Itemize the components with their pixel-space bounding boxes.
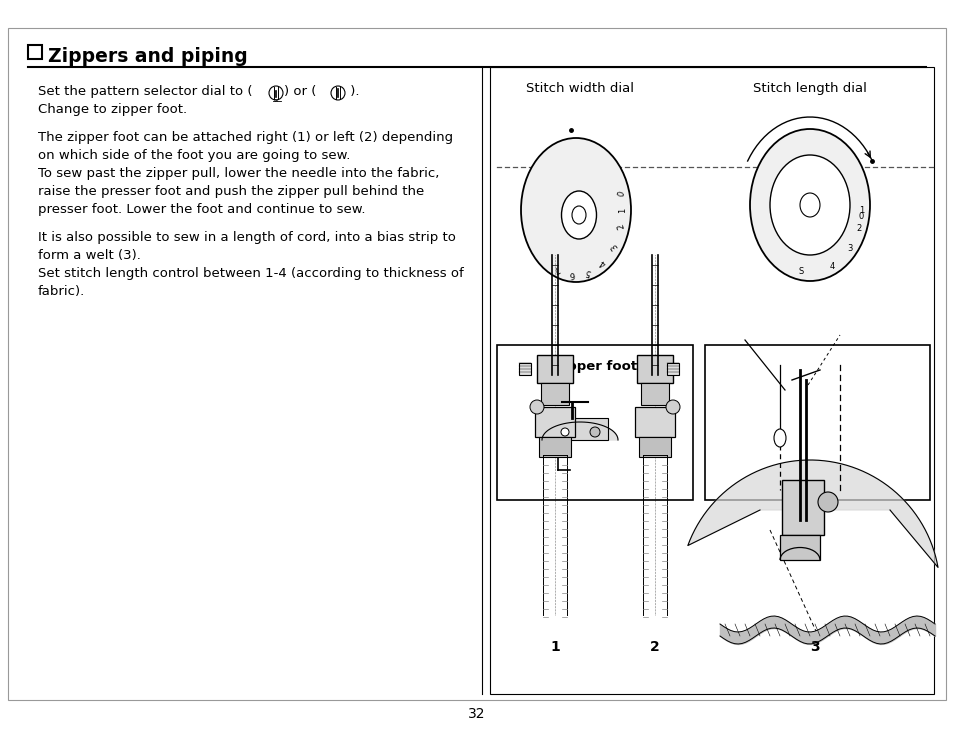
Text: Zippers and piping: Zippers and piping [48,47,248,66]
Bar [538,437,571,457]
Bar [497,345,692,500]
Ellipse shape [561,191,596,239]
Bar [637,355,672,383]
Text: Zipper foot: Zipper foot [553,360,637,373]
Text: ).: ). [346,85,359,98]
Text: Stitch width dial: Stitch width dial [525,82,634,95]
Ellipse shape [769,155,849,255]
Bar [28,45,42,59]
Text: 1: 1 [550,640,559,654]
Text: 4: 4 [598,257,607,268]
Bar [540,383,568,405]
Text: ) or (: ) or ( [284,85,316,98]
Text: The zipper foot can be attached right (1) or left (2) depending: The zipper foot can be attached right (1… [38,131,453,144]
Bar [490,67,933,694]
Bar [640,383,668,405]
Text: 0: 0 [616,190,626,197]
Bar [704,345,929,500]
Text: 6: 6 [568,269,575,278]
Text: Set stitch length control between 1-4 (according to thickness of: Set stitch length control between 1-4 (a… [38,267,463,280]
Ellipse shape [800,193,820,217]
Ellipse shape [773,429,785,447]
Text: Change to zipper foot.: Change to zipper foot. [38,103,187,116]
Ellipse shape [572,206,585,224]
Bar [552,418,607,440]
Bar [666,363,679,375]
Bar [537,355,573,383]
Text: 3: 3 [846,245,852,253]
Text: form a welt (3).: form a welt (3). [38,249,141,262]
Circle shape [560,428,568,436]
Text: 1: 1 [618,207,627,212]
Text: ∞: ∞ [273,97,277,102]
Text: Stitch length dial: Stitch length dial [752,82,866,95]
Text: It is also possible to sew in a length of cord, into a bias strip to: It is also possible to sew in a length o… [38,231,456,244]
Text: presser foot. Lower the foot and continue to sew.: presser foot. Lower the foot and continu… [38,203,365,216]
Text: 2: 2 [856,224,861,233]
Polygon shape [687,460,937,567]
Bar [535,407,575,437]
Text: 2: 2 [616,223,626,230]
Text: 7: 7 [551,263,559,273]
Ellipse shape [749,129,869,281]
Text: on which side of the foot you are going to sew.: on which side of the foot you are going … [38,149,350,162]
Bar [780,535,820,560]
Circle shape [589,427,599,437]
Bar [635,407,675,437]
Bar [639,437,670,457]
Text: To sew past the zipper pull, lower the needle into the fabric,: To sew past the zipper pull, lower the n… [38,167,439,180]
Ellipse shape [520,138,630,282]
Text: S: S [798,267,802,277]
Text: 32: 32 [468,707,485,721]
Text: 5: 5 [584,266,591,277]
Polygon shape [541,422,618,440]
Text: 2: 2 [649,640,659,654]
Text: 3: 3 [609,242,619,252]
Text: raise the presser foot and push the zipper pull behind the: raise the presser foot and push the zipp… [38,185,424,198]
Circle shape [530,400,543,414]
Bar [518,363,531,375]
Circle shape [817,492,837,512]
Text: 1: 1 [859,207,863,215]
Text: fabric).: fabric). [38,285,85,298]
Text: Set the pattern selector dial to (: Set the pattern selector dial to ( [38,85,253,98]
Circle shape [665,400,679,414]
Text: 4: 4 [828,262,834,271]
Bar [781,480,823,535]
Text: 3: 3 [809,640,819,654]
Text: 0: 0 [858,212,862,221]
